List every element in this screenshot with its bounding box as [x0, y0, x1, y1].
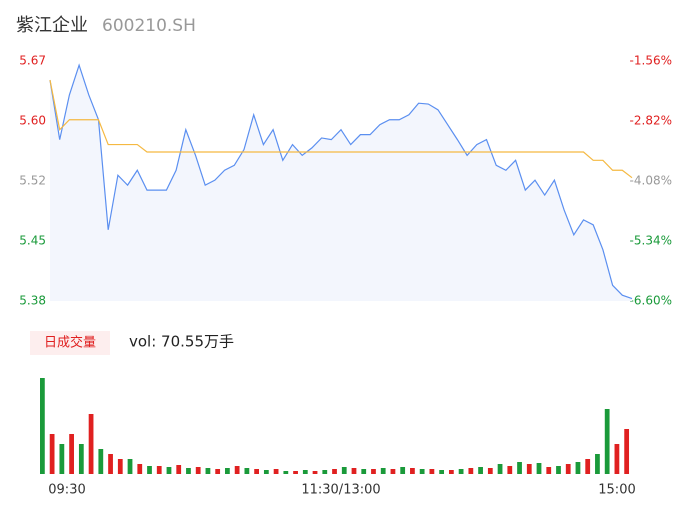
volume-badge — [30, 331, 110, 355]
volume-total: vol: 70.55万手 — [129, 333, 234, 351]
x-tick-label: 11:30/13:00 — [301, 483, 380, 498]
volume-bar — [556, 466, 561, 474]
volume-bar — [176, 465, 182, 474]
volume-bar — [225, 468, 230, 474]
volume-bar — [351, 468, 357, 474]
volume-bar — [380, 468, 386, 474]
volume-bar — [410, 468, 415, 474]
stock-name: 紫江企业 — [16, 15, 88, 36]
volume-bar — [478, 467, 483, 474]
volume-bar — [614, 444, 620, 474]
average-line — [49, 79, 633, 179]
volume-bar — [332, 469, 337, 474]
volume-bar — [585, 459, 591, 474]
volume-bar — [98, 449, 104, 474]
volume-bar — [49, 434, 55, 474]
volume-bar — [195, 467, 201, 474]
volume-bar — [40, 378, 45, 474]
volume-bar — [283, 471, 289, 474]
y2-tick-label: -1.56% — [630, 54, 672, 68]
volume-bar — [69, 434, 74, 474]
volume-bar — [108, 454, 113, 474]
volume-bar — [497, 464, 503, 474]
y-tick-label: 5.38 — [19, 294, 46, 308]
volume-bar — [244, 468, 250, 474]
volume-bar — [117, 459, 123, 474]
volume-bar — [205, 468, 211, 474]
y2-tick-label: -4.08% — [630, 174, 672, 188]
y2-tick-label: -5.34% — [630, 234, 672, 248]
price-line — [49, 63, 633, 300]
volume-bar — [390, 469, 396, 474]
volume-bar — [361, 469, 367, 474]
volume-bar — [400, 467, 406, 474]
volume-bar — [127, 459, 133, 474]
volume-bar — [156, 466, 162, 474]
volume-bar — [59, 444, 65, 474]
volume-bar — [137, 464, 143, 474]
volume-bar — [322, 470, 328, 474]
volume-bar — [312, 471, 318, 474]
volume-bar — [536, 463, 542, 474]
volume-bar — [234, 466, 240, 474]
x-tick-label: 15:00 — [598, 483, 635, 498]
volume-bar — [565, 464, 571, 474]
volume-bar — [371, 469, 376, 474]
volume-label: 日成交量 — [44, 335, 96, 351]
volume-bar — [419, 469, 425, 474]
volume-bar — [546, 467, 552, 474]
y-tick-label: 5.60 — [19, 114, 46, 128]
volume-bar — [263, 470, 269, 474]
y-tick-label: 5.67 — [19, 54, 46, 68]
volume-bar — [517, 462, 522, 474]
volume-bar — [526, 464, 532, 474]
volume-bar — [166, 467, 172, 474]
volume-bar — [88, 414, 94, 474]
y-tick-label: 5.45 — [19, 234, 46, 248]
y2-tick-label: -6.60% — [630, 294, 672, 308]
volume-bar — [147, 466, 152, 474]
volume-bar — [186, 468, 191, 474]
volume-bar — [302, 470, 308, 474]
stock-code: 600210.SH — [102, 16, 196, 36]
volume-bar — [468, 468, 474, 474]
volume-bar — [507, 466, 513, 474]
volume-bar — [448, 470, 454, 474]
volume-bar — [604, 409, 610, 474]
price-area — [50, 65, 632, 301]
volume-bar — [254, 469, 259, 474]
volume-bar — [273, 469, 279, 474]
volume-bar — [575, 462, 581, 474]
volume-bar — [595, 454, 600, 474]
volume-bar — [215, 469, 221, 474]
y-tick-label: 5.52 — [19, 174, 46, 188]
volume-bar — [78, 444, 84, 474]
x-tick-label: 09:30 — [48, 483, 85, 498]
volume-bar — [429, 469, 435, 474]
volume-bar — [439, 470, 445, 474]
volume-bar — [293, 471, 298, 474]
volume-bar — [487, 468, 493, 474]
y2-tick-label: -2.82% — [630, 114, 672, 128]
volume-bar — [341, 467, 347, 474]
volume-bar — [458, 469, 464, 474]
volume-bar — [624, 429, 630, 474]
